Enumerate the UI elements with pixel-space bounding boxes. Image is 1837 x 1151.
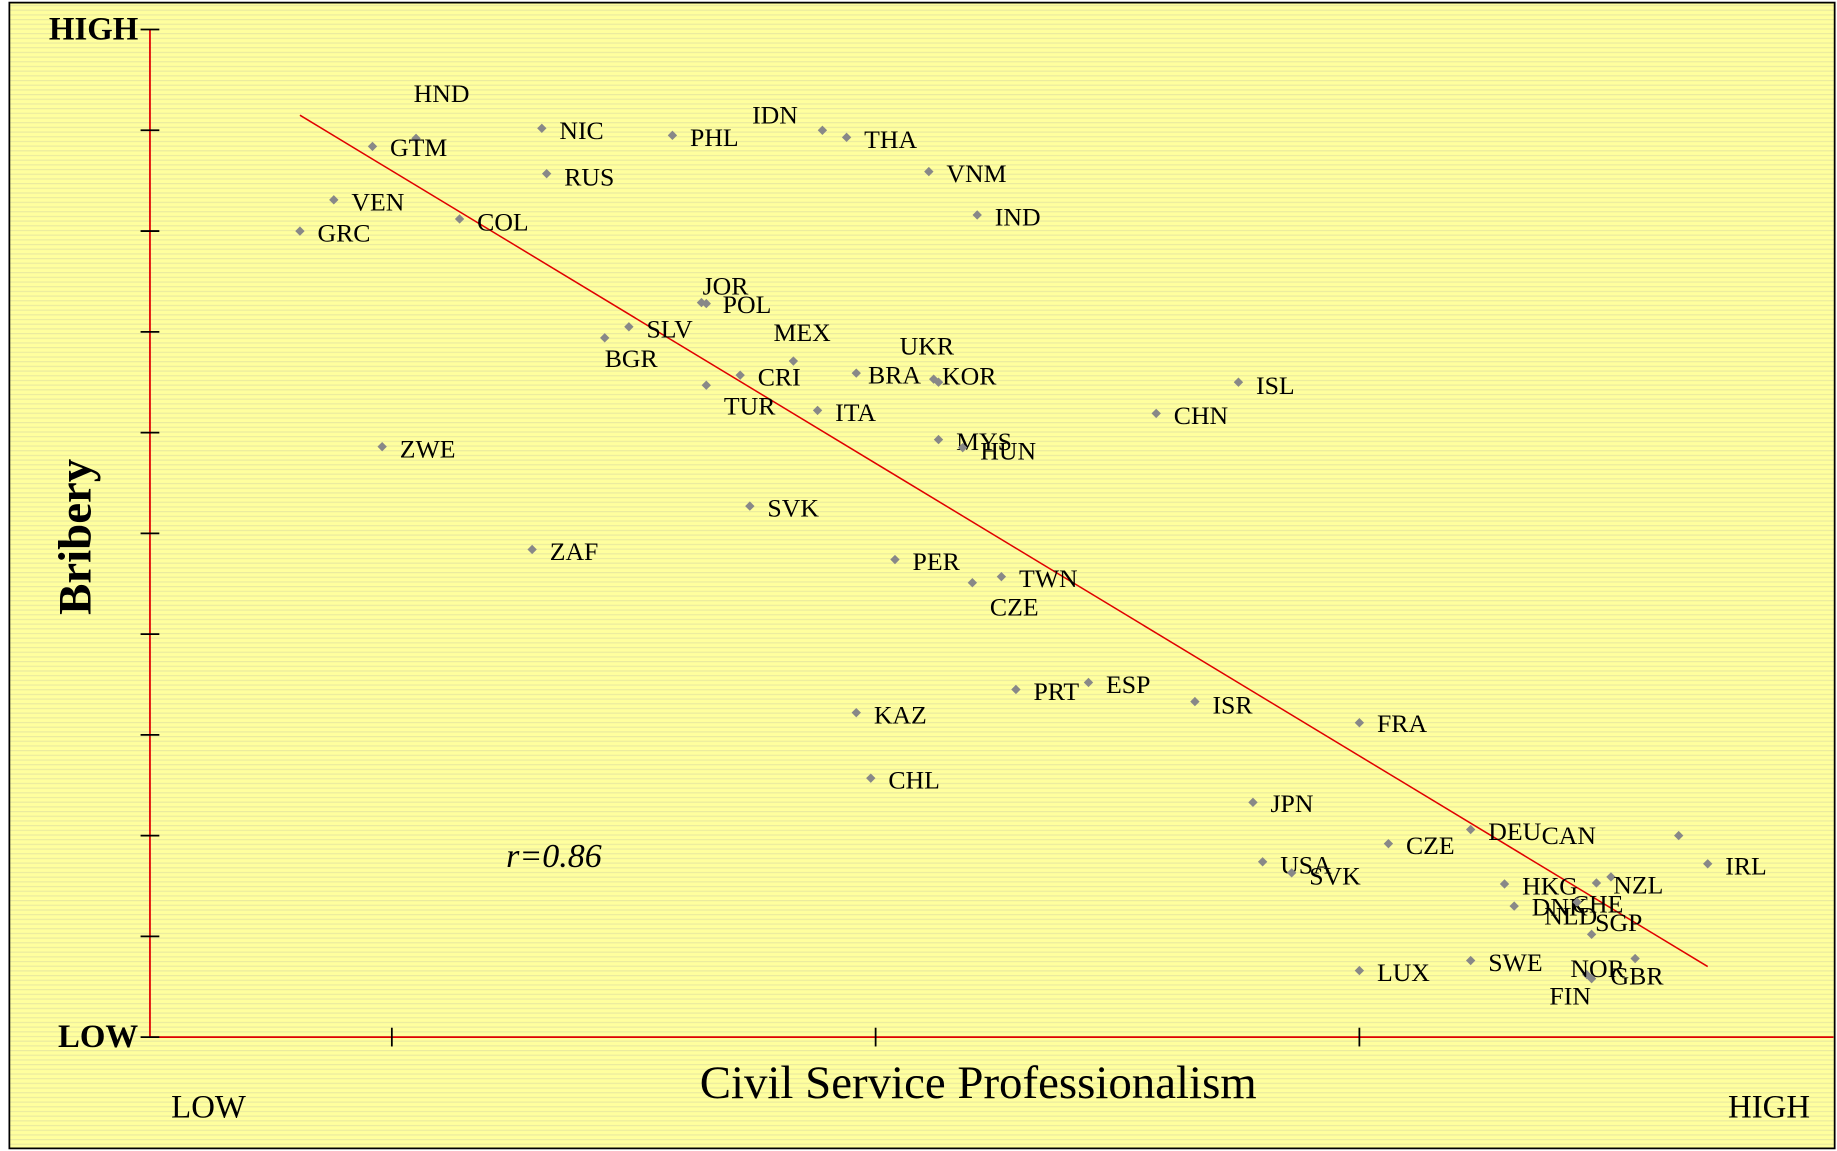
data-point <box>1509 901 1519 911</box>
point-label: CHE <box>1572 889 1624 918</box>
point-label: DNK <box>1532 893 1588 922</box>
point-label: PHL <box>690 123 739 152</box>
data-point <box>1233 377 1244 387</box>
point-label: SVK <box>767 494 819 523</box>
point-label: HND <box>414 79 470 108</box>
data-point <box>841 132 852 143</box>
data-point <box>1151 408 1161 419</box>
data-point <box>851 707 861 718</box>
data-point <box>1354 965 1365 976</box>
trend-line <box>299 114 1709 968</box>
x-high-label: HIGH <box>1728 1089 1810 1125</box>
data-point <box>866 773 876 783</box>
point-label: NLD <box>1544 901 1597 930</box>
point-label: POL <box>723 290 772 319</box>
data-point <box>527 544 537 555</box>
data-point <box>1591 878 1602 888</box>
data-point <box>788 356 799 366</box>
point-label: FRA <box>1377 709 1428 738</box>
data-point <box>1586 929 1597 940</box>
y-tick-label: LOW <box>58 1019 138 1055</box>
point-label: IND <box>995 203 1041 232</box>
point-label: SLV <box>646 314 693 343</box>
data-point <box>295 226 305 236</box>
point-label: GTM <box>390 133 447 162</box>
data-point <box>624 322 634 332</box>
point-label: UKR <box>900 332 955 361</box>
point-label: BRA <box>868 361 921 390</box>
data-point <box>958 442 968 453</box>
point-label: TWN <box>1019 564 1078 593</box>
data-point <box>541 168 552 179</box>
point-label: KOR <box>942 362 997 391</box>
point-label: TUR <box>724 392 776 421</box>
point-label: IDN <box>752 100 798 129</box>
point-label: GBR <box>1611 961 1665 990</box>
annotation: r=0.86 <box>506 838 602 875</box>
point-label: DEU <box>1488 817 1541 846</box>
point-label: ITA <box>835 398 876 427</box>
data-point <box>1286 868 1297 878</box>
data-point <box>367 141 378 152</box>
background <box>8 1 1836 1150</box>
data-point <box>1354 718 1365 728</box>
point-label: ESP <box>1106 670 1150 699</box>
data-point <box>1586 973 1597 984</box>
data-point <box>701 298 711 309</box>
point-label: NIC <box>559 116 603 145</box>
point-label: PRT <box>1033 677 1079 706</box>
point-label: JPN <box>1271 789 1314 818</box>
point-label: HKG <box>1522 872 1578 901</box>
point-label: MYS <box>956 427 1012 456</box>
data-point <box>1703 859 1713 869</box>
point-label: THA <box>864 125 917 154</box>
point-label: VNM <box>946 159 1006 188</box>
point-label: VEN <box>351 187 404 216</box>
point-label: JOR <box>703 271 750 300</box>
point-label: GRC <box>318 219 371 248</box>
point-label: SWE <box>1488 948 1542 977</box>
data-point <box>1606 872 1616 882</box>
data-point <box>1499 879 1510 889</box>
data-point <box>1465 955 1476 966</box>
point-label: KAZ <box>874 700 927 729</box>
point-label: IRL <box>1725 851 1767 880</box>
data-point <box>1011 684 1021 695</box>
data-point <box>812 405 823 416</box>
data-point <box>851 368 861 378</box>
y-tick-label: HIGH <box>49 11 138 47</box>
data-point <box>996 571 1007 582</box>
point-label: LUX <box>1377 958 1430 987</box>
point-label: CRI <box>758 363 801 392</box>
data-point <box>1257 857 1268 867</box>
point-label: CAN <box>1542 821 1597 850</box>
point-label: NZL <box>1613 870 1663 899</box>
point-label: SVK <box>1309 862 1361 891</box>
x-low-label: LOW <box>171 1089 246 1125</box>
point-label: RUS <box>564 162 614 191</box>
point-label: ZAF <box>550 537 599 566</box>
point-label: CZE <box>990 593 1039 622</box>
point-label: SGP <box>1595 908 1642 937</box>
point-label: CZE <box>1406 831 1455 860</box>
x-axis-title: Civil Service Professionalism <box>700 1057 1257 1109</box>
data-point <box>411 133 421 144</box>
point-label: ISL <box>1256 371 1295 400</box>
point-label: FIN <box>1549 981 1591 1010</box>
point-label: MEX <box>773 318 831 347</box>
data-point <box>701 380 711 390</box>
y-axis-title: Bribery <box>49 459 101 615</box>
point-label: PER <box>913 547 961 576</box>
point-label: NOR <box>1570 954 1625 983</box>
point-label: BGR <box>605 344 659 373</box>
point-label: ISR <box>1212 690 1253 719</box>
point-label: HUN <box>980 436 1036 465</box>
point-label: CHN <box>1174 401 1229 430</box>
point-label: ZWE <box>400 434 456 463</box>
point-label: COL <box>477 208 529 237</box>
point-label: CHL <box>888 766 940 795</box>
